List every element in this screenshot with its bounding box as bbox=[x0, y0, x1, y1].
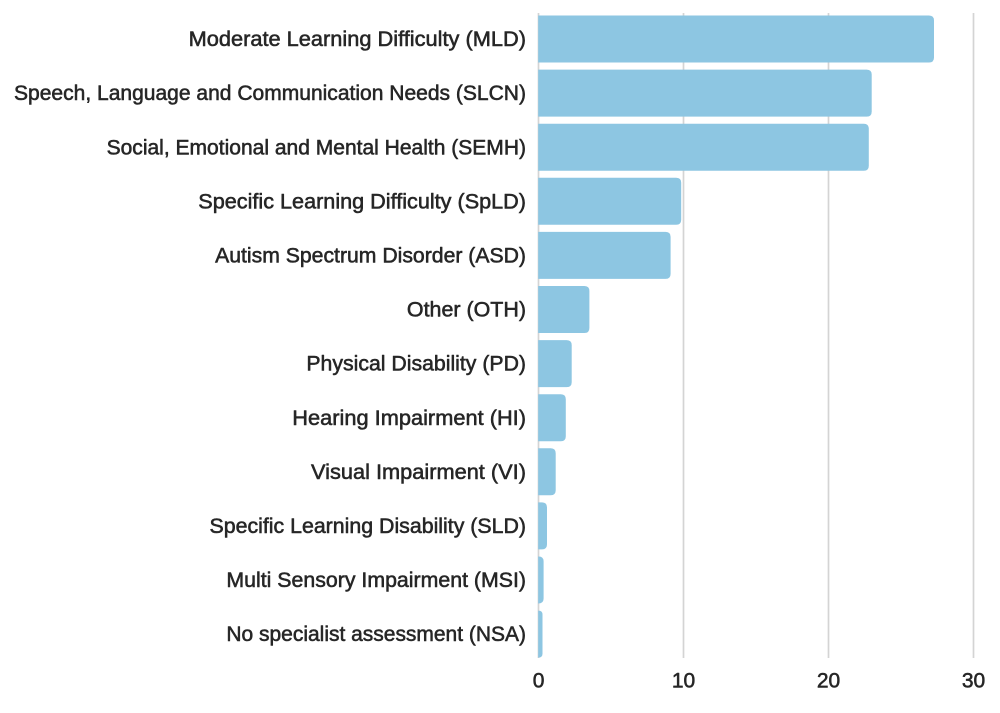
svg-text:Other (OTH): Other (OTH) bbox=[407, 299, 526, 322]
svg-text:No specialist assessment (NSA): No specialist assessment (NSA) bbox=[226, 623, 526, 646]
svg-text:Specific Learning Disability (: Specific Learning Disability (SLD) bbox=[210, 515, 527, 538]
svg-text:Visual Impairment (VI): Visual Impairment (VI) bbox=[311, 461, 526, 484]
svg-text:10: 10 bbox=[672, 670, 695, 693]
svg-text:Autism Spectrum Disorder (ASD): Autism Spectrum Disorder (ASD) bbox=[215, 245, 526, 268]
svg-text:0: 0 bbox=[533, 670, 545, 693]
svg-text:Social, Emotional and Mental H: Social, Emotional and Mental Health (SEM… bbox=[107, 136, 526, 159]
svg-text:30: 30 bbox=[962, 670, 985, 693]
svg-text:Physical Disability (PD): Physical Disability (PD) bbox=[306, 353, 526, 376]
svg-text:20: 20 bbox=[817, 670, 840, 693]
svg-text:Hearing Impairment (HI): Hearing Impairment (HI) bbox=[292, 407, 526, 430]
svg-text:Specific Learning Difficulty (: Specific Learning Difficulty (SpLD) bbox=[198, 190, 526, 213]
svg-text:Moderate Learning Difficulty (: Moderate Learning Difficulty (MLD) bbox=[189, 28, 526, 51]
svg-text:Speech, Language and Communica: Speech, Language and Communication Needs… bbox=[14, 82, 526, 105]
svg-text:Multi Sensory Impairment (MSI): Multi Sensory Impairment (MSI) bbox=[226, 569, 526, 592]
